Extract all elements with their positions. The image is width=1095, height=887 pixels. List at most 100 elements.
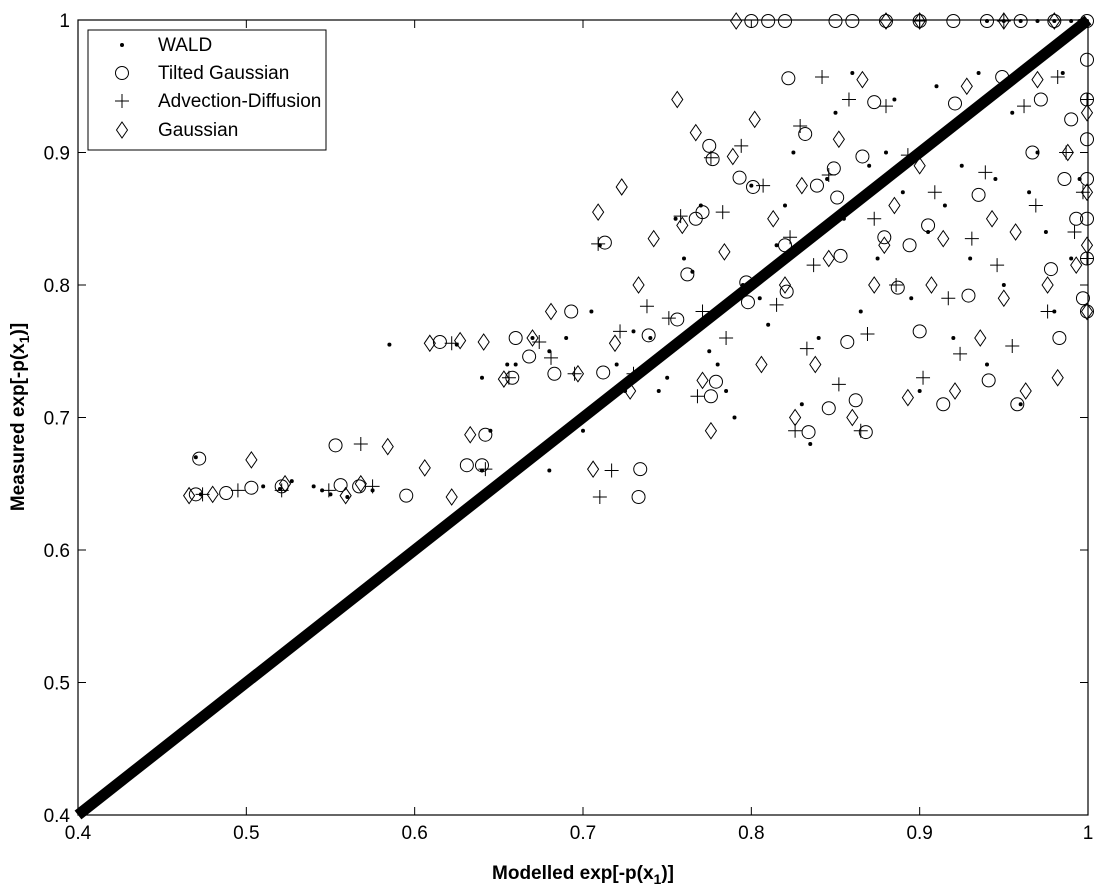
dot-point <box>757 296 762 301</box>
circle-point <box>333 478 348 493</box>
diamond-point <box>1080 103 1094 122</box>
circle-point <box>459 458 474 473</box>
circle-point <box>855 149 870 164</box>
circle-point <box>1064 112 1079 127</box>
circle-point <box>1043 262 1058 277</box>
plus-point <box>1050 69 1065 84</box>
circle-point <box>641 328 656 343</box>
plus-point <box>703 150 718 165</box>
dot-point <box>875 256 880 261</box>
plus-point <box>1067 225 1082 239</box>
legend: WALD Tilted Gaussian Advection-Diffusion… <box>87 29 327 151</box>
dot-point <box>387 342 392 347</box>
circle-point <box>980 14 994 28</box>
legend-marker-dot <box>120 43 124 47</box>
legend-label-gaussian: Gaussian <box>158 120 238 141</box>
plus-point <box>715 205 730 220</box>
diamond-point <box>206 485 219 504</box>
plus-point <box>783 230 798 245</box>
dot-point <box>665 375 670 380</box>
diamond-point <box>1009 223 1022 241</box>
dot-point <box>261 484 266 489</box>
circle-point <box>778 14 792 28</box>
circle-point <box>192 451 207 466</box>
dot-point <box>370 488 375 493</box>
diamond-point <box>704 421 718 440</box>
diamond-point <box>997 12 1010 30</box>
diamond-point <box>960 77 973 96</box>
circle-point <box>761 14 776 28</box>
circle-point <box>328 438 343 453</box>
dot-point <box>774 243 779 248</box>
axis-ticks: 0.4 0.5 0.6 0.7 0.8 0.9 1 0.4 0.5 0.6 0.7 0.8 0.9 1 <box>44 11 1094 844</box>
diamond-point <box>671 90 684 109</box>
circle-point <box>1080 52 1094 67</box>
series-tilted-gaussian <box>188 14 1094 504</box>
dot-point <box>648 336 653 340</box>
circle-point <box>680 267 695 282</box>
plus-point <box>567 366 582 381</box>
y-tick-label: 0.9 <box>44 144 70 165</box>
plus-point <box>591 236 606 251</box>
circle-point <box>1057 172 1072 186</box>
diamond-point <box>608 334 622 353</box>
circle-point <box>809 178 824 193</box>
dot-point <box>530 336 535 340</box>
y-tick-label: 0.4 <box>44 806 71 827</box>
circle-point <box>840 334 855 349</box>
dot-point <box>783 203 787 208</box>
circle-point <box>432 334 447 349</box>
diamond-point <box>755 355 768 374</box>
plus-point <box>1028 198 1043 213</box>
diamond-point <box>354 474 367 493</box>
circle-point <box>848 393 863 408</box>
dot-point <box>968 256 973 261</box>
diamond-point <box>748 110 761 129</box>
dot-point <box>825 177 830 181</box>
circle-point <box>902 238 917 253</box>
diamond-point <box>1041 276 1054 294</box>
plus-point <box>613 324 628 339</box>
dot-point <box>833 110 838 115</box>
dot-point <box>1077 177 1082 181</box>
diamond-point <box>974 329 987 347</box>
diamond-point <box>696 371 709 390</box>
circle-point <box>399 488 414 503</box>
dot-point <box>976 71 981 75</box>
dot-point <box>892 97 897 102</box>
circle-point <box>702 138 717 153</box>
dot-point <box>289 479 294 484</box>
circle-point <box>746 179 761 194</box>
legend-label-tilted-gaussian: Tilted Gaussian <box>158 63 289 84</box>
diamond-point <box>615 178 628 196</box>
diamond-point <box>937 229 950 248</box>
circle-point <box>1052 331 1067 345</box>
circle-point <box>877 230 892 245</box>
plus-point <box>927 185 942 200</box>
plus-point <box>1080 92 1094 107</box>
dot-point <box>791 150 796 155</box>
plus-point <box>1059 145 1074 160</box>
dot-point <box>345 495 350 499</box>
diamond-point <box>822 249 835 268</box>
circle-point <box>732 170 747 185</box>
circle-point <box>740 295 755 310</box>
diamond-point <box>726 147 739 166</box>
legend-label-wald: WALD <box>158 35 212 56</box>
dot-point <box>766 322 771 327</box>
circle-point <box>705 152 720 167</box>
plus-point <box>1017 99 1032 114</box>
plus-point <box>592 490 607 504</box>
circle-point <box>1080 211 1094 226</box>
legend-marker-diamond <box>115 121 129 139</box>
plus-point <box>1005 338 1020 353</box>
dot-point <box>858 309 863 314</box>
circle-point <box>867 95 882 110</box>
dot-point <box>631 329 636 334</box>
diamond-point <box>464 425 477 444</box>
x-tick-label: 0.7 <box>570 823 596 844</box>
circle-point <box>821 401 836 416</box>
circle-point <box>828 14 843 28</box>
circle-point <box>244 480 259 495</box>
